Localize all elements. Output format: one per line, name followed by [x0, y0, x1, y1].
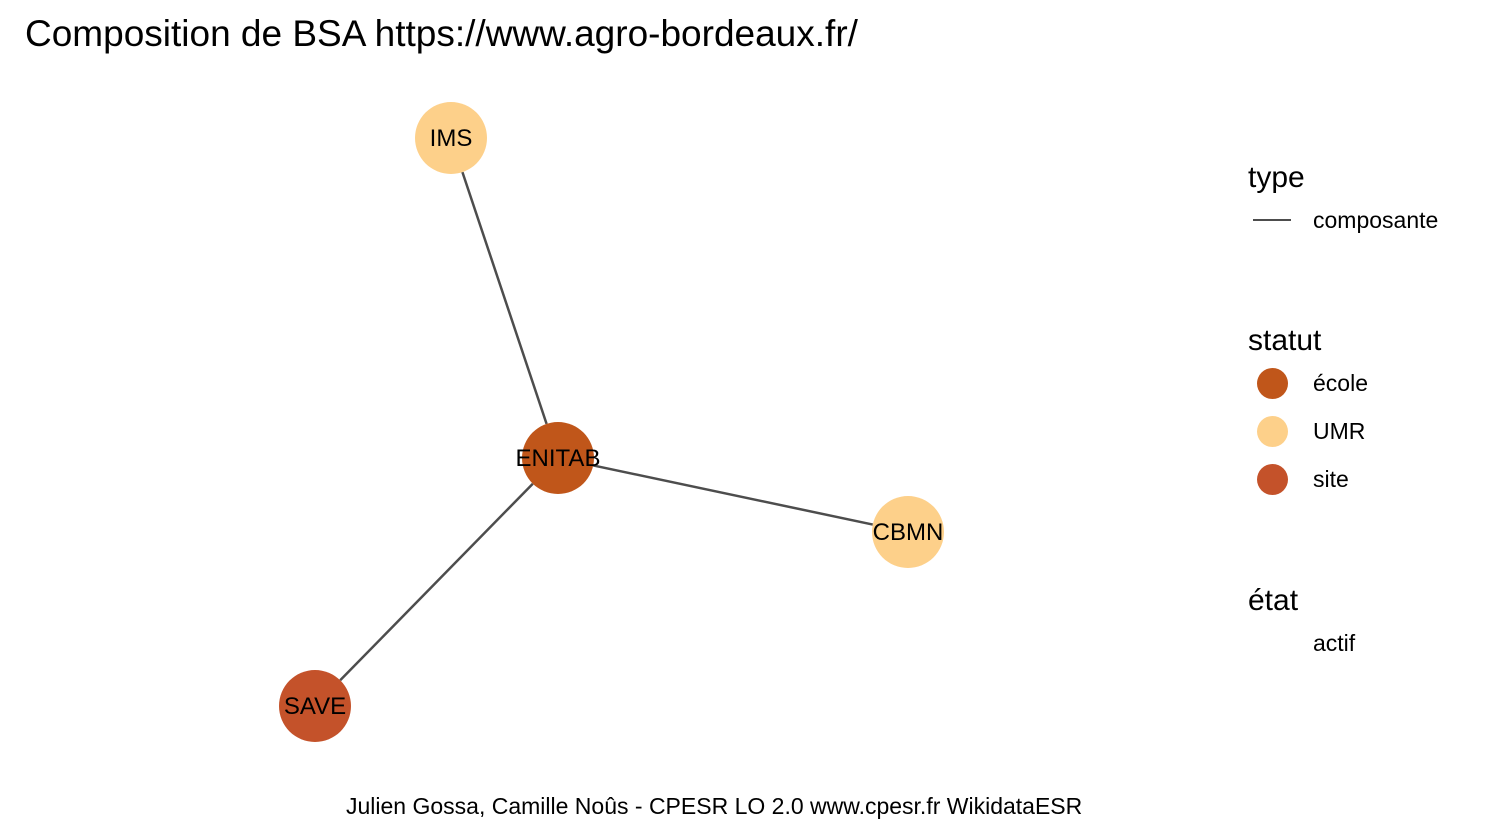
- node-label: IMS: [430, 125, 473, 152]
- legend-key-dot-icon: [1248, 407, 1296, 455]
- legend-item-site: site: [1248, 455, 1349, 503]
- legend-item-composante: composante: [1248, 196, 1438, 244]
- legend-item-umr: UMR: [1248, 407, 1365, 455]
- edge-enitab-cbmn: [592, 464, 874, 526]
- legend-group-statut: statut école UMR site: [1248, 323, 1368, 503]
- node-label: CBMN: [873, 519, 944, 546]
- node-enitab: ENITAB: [516, 422, 601, 494]
- node-circle: [279, 670, 351, 742]
- node-save: SAVE: [279, 670, 351, 742]
- legend-title-type: type: [1248, 161, 1305, 194]
- node-label: ENITAB: [516, 445, 601, 472]
- legend-label: actif: [1313, 630, 1356, 656]
- edge-enitab-ims: [461, 171, 548, 425]
- legend-group-type: type composante: [1248, 160, 1438, 244]
- node-label: SAVE: [284, 693, 346, 720]
- legend-title-etat: état: [1248, 584, 1299, 617]
- legend-key-line-icon: [1248, 196, 1296, 244]
- dot-swatch-ecole: [1257, 368, 1288, 399]
- node-cbmn: CBMN: [872, 496, 944, 568]
- legend-label: composante: [1313, 207, 1439, 233]
- edges-layer: [339, 171, 874, 682]
- dot-swatch-umr: [1257, 416, 1288, 447]
- legend-item-ecole: école: [1248, 359, 1368, 407]
- legend-key-dot-icon: [1248, 359, 1296, 407]
- dot-swatch-site: [1257, 464, 1288, 495]
- legend-title-statut: statut: [1248, 324, 1322, 357]
- legend-key-empty: [1248, 619, 1296, 667]
- nodes-layer: IMS ENITAB CBMN SAVE: [279, 102, 944, 742]
- legend-label: école: [1313, 370, 1368, 396]
- node-circle: [415, 102, 487, 174]
- edge-enitab-save: [339, 482, 534, 682]
- legend-group-etat: état actif: [1248, 583, 1355, 667]
- node-circle: [522, 422, 594, 494]
- legend-item-actif: actif: [1248, 619, 1355, 667]
- node-circle: [872, 496, 944, 568]
- legend-label: UMR: [1313, 418, 1366, 444]
- node-ims: IMS: [415, 102, 487, 174]
- line-swatch: [1253, 219, 1291, 221]
- caption: Julien Gossa, Camille Noûs - CPESR LO 2.…: [346, 793, 1083, 819]
- chart-title: Composition de BSA https://www.agro-bord…: [25, 13, 858, 54]
- legend-key-dot-icon: [1248, 455, 1296, 503]
- legend-label: site: [1313, 466, 1349, 492]
